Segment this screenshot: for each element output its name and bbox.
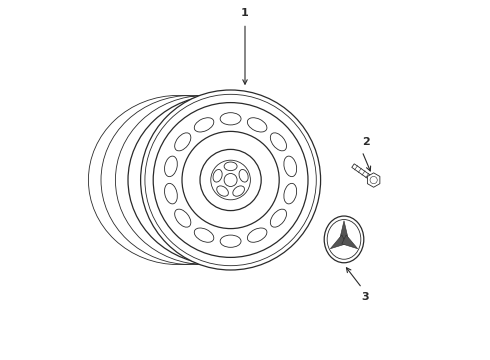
Ellipse shape xyxy=(165,183,177,204)
Ellipse shape xyxy=(220,235,241,247)
Text: 1: 1 xyxy=(241,8,249,18)
Polygon shape xyxy=(330,235,346,249)
Ellipse shape xyxy=(233,186,245,196)
Polygon shape xyxy=(342,235,358,249)
Ellipse shape xyxy=(327,220,361,259)
Ellipse shape xyxy=(270,133,287,151)
Ellipse shape xyxy=(165,156,177,177)
Ellipse shape xyxy=(370,176,377,184)
Ellipse shape xyxy=(324,216,364,263)
Ellipse shape xyxy=(284,183,296,204)
Ellipse shape xyxy=(174,209,191,227)
Ellipse shape xyxy=(153,103,308,257)
Ellipse shape xyxy=(200,149,261,211)
Ellipse shape xyxy=(213,170,222,182)
Ellipse shape xyxy=(220,113,241,125)
Ellipse shape xyxy=(247,118,267,132)
Ellipse shape xyxy=(194,228,214,242)
Ellipse shape xyxy=(217,186,228,196)
Text: 3: 3 xyxy=(362,292,369,302)
Ellipse shape xyxy=(284,156,296,177)
Ellipse shape xyxy=(211,160,250,200)
Polygon shape xyxy=(352,164,375,182)
Ellipse shape xyxy=(224,174,237,186)
Ellipse shape xyxy=(239,170,248,182)
Ellipse shape xyxy=(224,162,237,171)
Ellipse shape xyxy=(194,118,214,132)
Ellipse shape xyxy=(247,228,267,242)
Ellipse shape xyxy=(270,209,287,227)
Text: 2: 2 xyxy=(362,137,369,147)
Polygon shape xyxy=(368,173,380,187)
Ellipse shape xyxy=(174,133,191,151)
Ellipse shape xyxy=(141,90,320,270)
Ellipse shape xyxy=(182,131,279,229)
Polygon shape xyxy=(340,221,348,239)
